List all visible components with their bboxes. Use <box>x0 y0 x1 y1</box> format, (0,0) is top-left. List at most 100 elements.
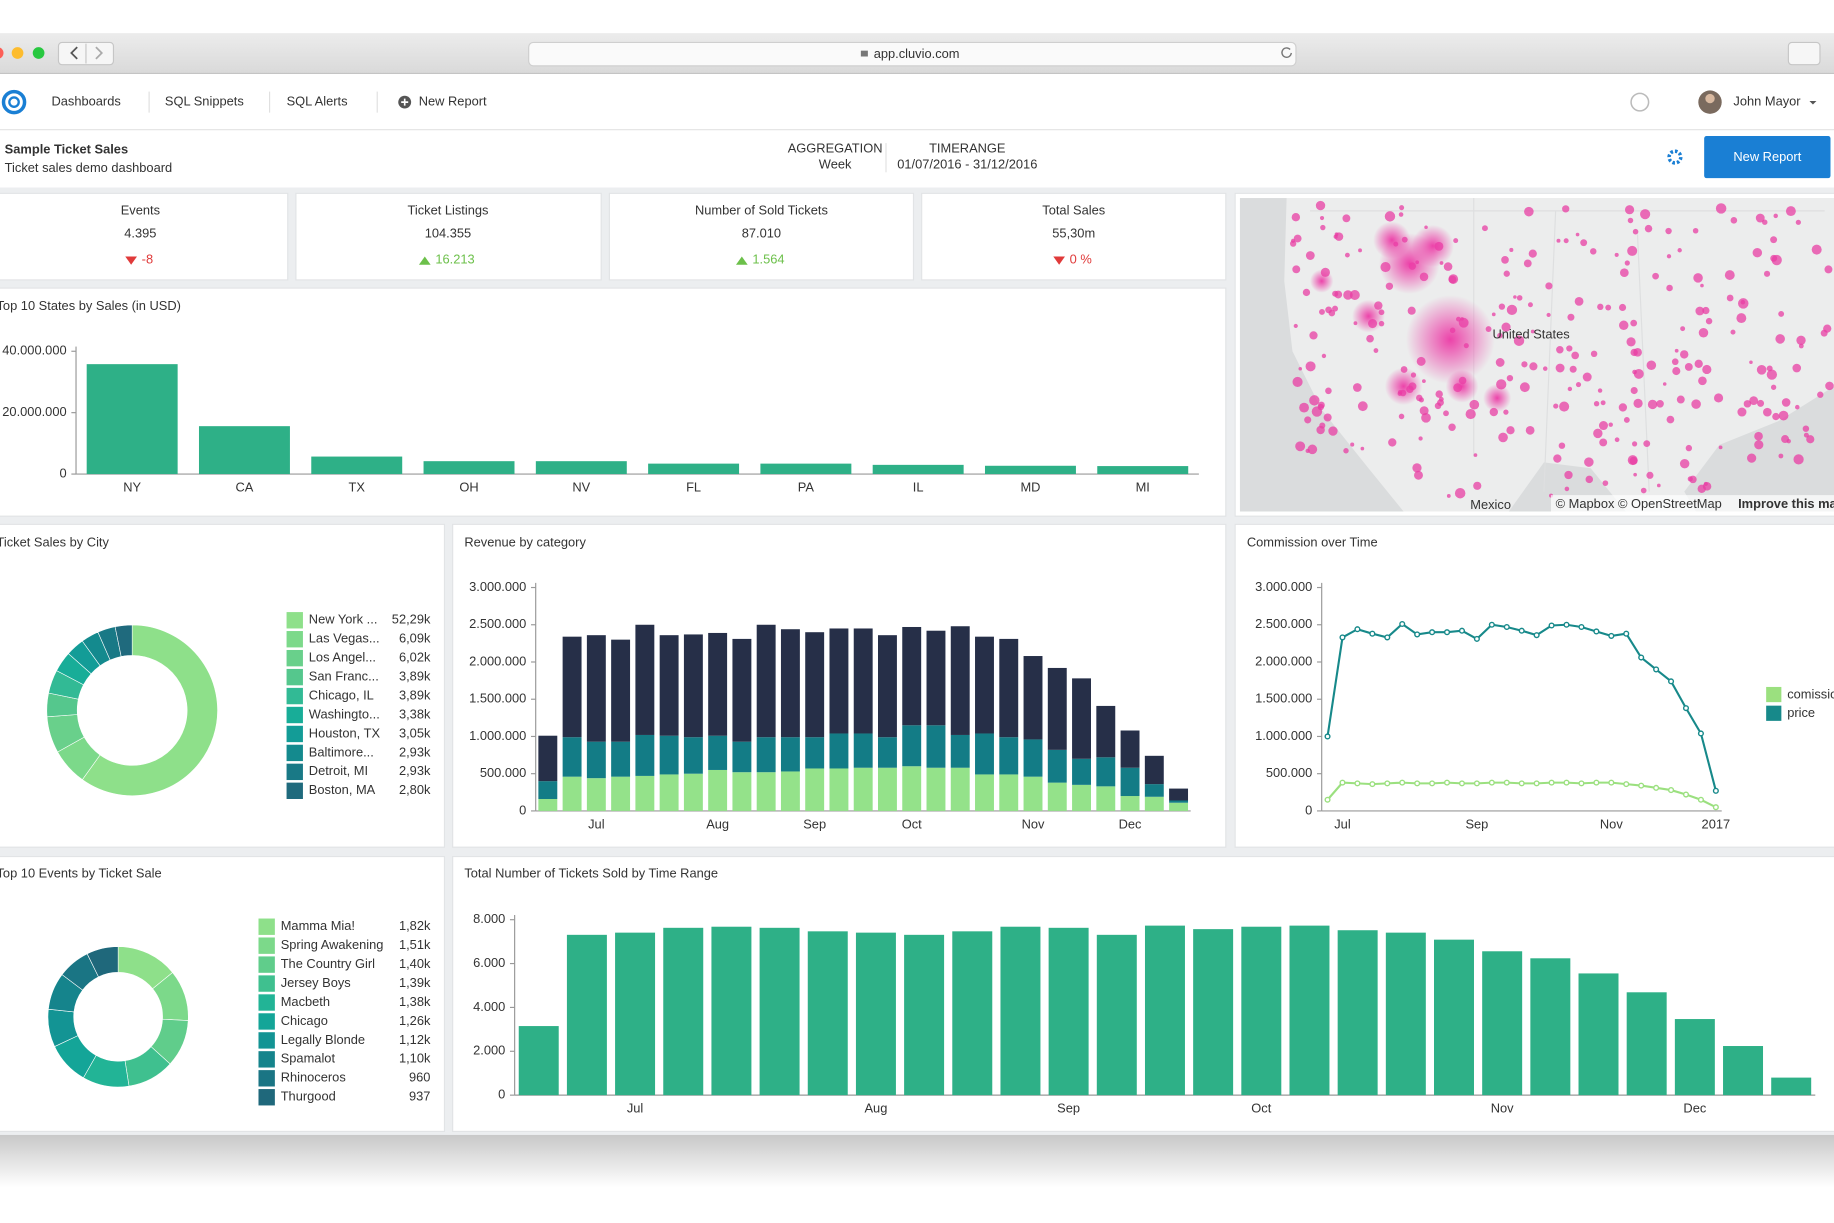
map-dot <box>1556 345 1564 354</box>
map-dot <box>1292 376 1303 388</box>
back-button[interactable] <box>70 46 78 60</box>
new-report-button[interactable] <box>1704 136 1831 179</box>
legend-swatch <box>286 631 303 648</box>
line-point <box>1638 654 1645 661</box>
map-heat <box>1384 367 1423 406</box>
map-dot <box>1309 331 1318 340</box>
nav-sql-alerts[interactable]: SQL Alerts <box>287 94 348 109</box>
map-dot <box>1608 422 1613 427</box>
line-point <box>1488 779 1495 786</box>
map-dot <box>1652 272 1659 280</box>
map-dot <box>1619 320 1629 331</box>
kpi-change: 16.213 <box>435 251 474 266</box>
bar-segment <box>586 741 606 779</box>
bar-segment <box>975 774 994 811</box>
bar-segment <box>1096 786 1116 811</box>
settings-icon[interactable] <box>1667 149 1683 165</box>
chart-title: Commission over Time <box>1247 534 1378 549</box>
y-tick-label: 1.000.000 <box>1255 728 1312 743</box>
bar <box>1289 925 1330 1096</box>
new-report-button-label[interactable]: New Report <box>1733 149 1801 164</box>
legend-label: The Country Girl <box>281 956 375 971</box>
bar-segment <box>780 737 800 772</box>
reload-button[interactable] <box>1281 47 1292 58</box>
bar <box>1144 925 1185 1096</box>
nav-sql-snippets[interactable]: SQL Snippets <box>165 94 244 109</box>
bar-segment <box>805 768 825 811</box>
map-dot <box>1755 213 1765 223</box>
map-dot <box>1315 200 1326 211</box>
map-dot <box>1778 310 1785 317</box>
map-dot <box>1687 476 1693 482</box>
aggregation-value[interactable]: Week <box>819 157 852 172</box>
map-dot <box>1358 248 1362 253</box>
avatar-face <box>1705 93 1715 104</box>
timerange-value[interactable]: 01/07/2016 - 31/12/2016 <box>897 157 1037 172</box>
map-dot <box>1506 374 1514 382</box>
fullscreen-button[interactable] <box>1787 41 1821 66</box>
x-tick-label: FL <box>686 479 701 494</box>
map-dot <box>1319 308 1325 315</box>
minimize-button[interactable] <box>11 47 24 59</box>
line-point <box>1533 780 1540 787</box>
bar-segment <box>926 725 946 768</box>
kpi-label: Ticket Listings <box>407 202 488 217</box>
nav-new-report[interactable]: New Report <box>419 94 487 109</box>
legend-label: San Franc... <box>309 669 379 684</box>
map-dot <box>1453 238 1459 244</box>
map-attribution: © Mapbox © OpenStreetMap <box>1556 496 1722 511</box>
legend-label: Mamma Mia! <box>281 918 355 933</box>
bar-segment <box>708 769 728 811</box>
close-button[interactable] <box>0 47 4 59</box>
map-dot <box>1446 494 1451 498</box>
address-bar[interactable] <box>528 41 1297 67</box>
map-dot <box>1530 329 1535 334</box>
user-caret[interactable] <box>1809 100 1817 105</box>
map-dot <box>1503 270 1510 277</box>
bar-segment <box>950 734 970 768</box>
x-tick-label: MD <box>1020 479 1040 494</box>
help-icon[interactable] <box>1630 92 1650 112</box>
map-dot <box>1349 290 1360 300</box>
bar-segment <box>562 776 582 811</box>
kpi-arrow <box>125 256 137 265</box>
map-dot <box>1575 232 1580 237</box>
line-point <box>1518 627 1525 634</box>
map-dot <box>1556 238 1561 243</box>
dashboard-title: Sample Ticket Sales <box>5 141 128 156</box>
map-dot <box>1694 359 1703 368</box>
forward-button[interactable] <box>95 46 103 60</box>
map-dot <box>1590 350 1598 358</box>
map-dot <box>1679 458 1690 469</box>
map-dot <box>1590 248 1597 255</box>
legend-value: 6,09k <box>399 631 431 646</box>
line-point <box>1623 781 1630 788</box>
map[interactable]: United States Mexico <box>1239 198 1834 512</box>
bar-segment <box>829 628 849 734</box>
map-dot <box>1448 423 1456 431</box>
bar-segment <box>562 636 582 738</box>
kpi-change: -8 <box>142 251 153 266</box>
maximize-button[interactable] <box>32 47 45 59</box>
bar-segment <box>1144 755 1164 785</box>
map-dot <box>1571 351 1580 360</box>
bar-segment <box>902 626 922 726</box>
map-dot <box>1666 284 1673 292</box>
map-dot <box>1811 244 1822 255</box>
map-improve-link[interactable]: Improve this map <box>1738 496 1834 511</box>
line-point <box>1608 632 1615 639</box>
legend-swatch <box>286 668 303 686</box>
map-dot <box>1754 440 1764 450</box>
bar <box>1048 927 1089 1096</box>
map-dot <box>1319 215 1325 221</box>
chart-title: Top 10 Events by Ticket Sale <box>0 865 162 880</box>
y-tick-label: 2.000 <box>473 1043 505 1058</box>
user-name[interactable]: John Mayor <box>1733 94 1801 109</box>
map-dot <box>1569 365 1577 373</box>
x-tick-label: 2017 <box>1702 816 1731 831</box>
map-heat <box>1445 369 1479 403</box>
map-dot <box>1307 444 1318 455</box>
logo[interactable] <box>1 89 27 115</box>
nav-dashboards[interactable]: Dashboards <box>51 94 120 109</box>
